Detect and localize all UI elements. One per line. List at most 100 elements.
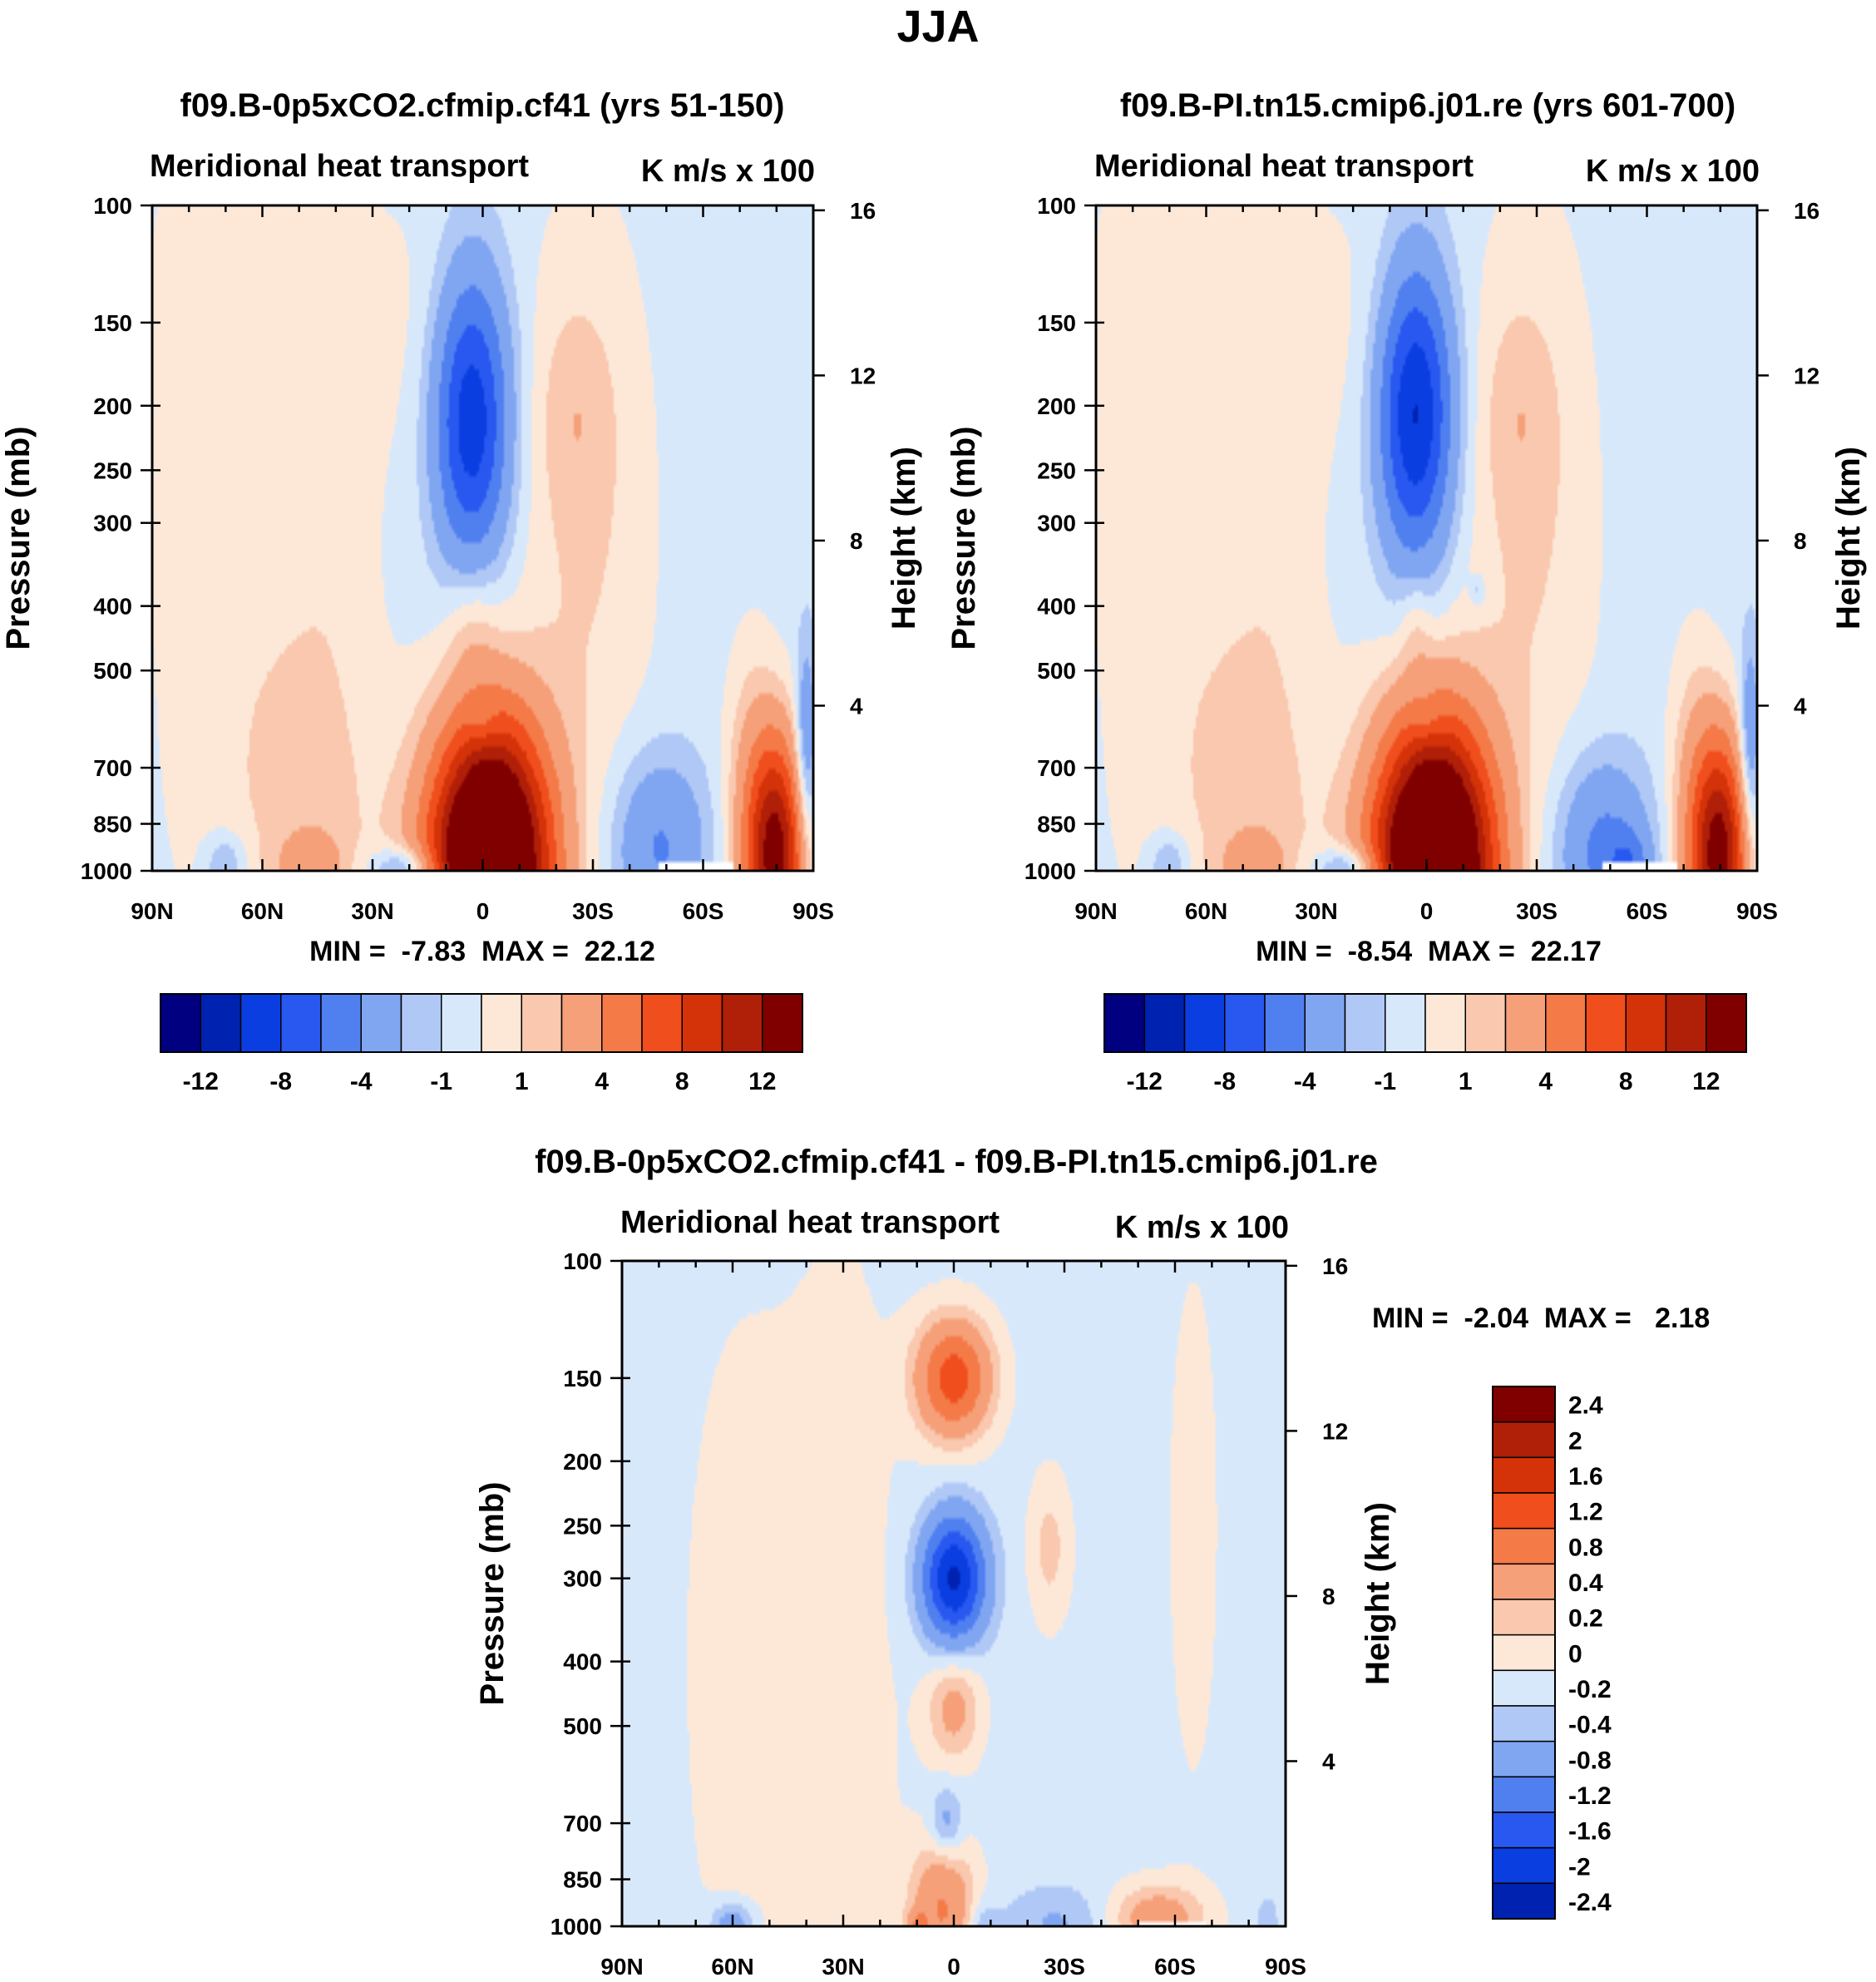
y-axis-right-label: Height (km) <box>1830 447 1867 630</box>
y-tick-label: 200 <box>93 393 132 419</box>
panel-3-min-max: MIN = -2.04 MAX = 2.18 <box>1372 1302 1710 1334</box>
figure-title: JJA <box>896 2 979 52</box>
colorbar-swatch <box>641 993 683 1053</box>
panel-1: f09.B-0p5xCO2.cfmip.cf41 (yrs 51-150) Me… <box>0 87 922 1095</box>
panel-3-colorbar: 2.4 2 1.6 1.2 0.8 0.4 0.2 0 -0.2 -0.4 -0.8 -1.2 -1.6… <box>1492 1386 1612 1920</box>
y-tick-label: 400 <box>563 1649 602 1675</box>
x-tick-label: 60S <box>1627 898 1668 924</box>
y-axis-right-label: Height (km) <box>886 447 922 630</box>
colorbar-swatch <box>481 993 522 1053</box>
colorbar-swatch <box>1585 993 1627 1053</box>
colorbar-swatch <box>1492 1456 1556 1494</box>
height-tick-label: 8 <box>850 528 863 554</box>
y-tick-label: 250 <box>1037 457 1076 483</box>
colorbar-swatch <box>1424 993 1466 1053</box>
colorbar-swatch <box>721 993 763 1053</box>
y-tick-label: 700 <box>563 1811 602 1836</box>
panel-1-units: K m/s x 100 <box>641 154 815 189</box>
panel-3-plot: 90N 60N 30N 0 30S 60S 90S 100 150 200 250 300 400 500… <box>474 1248 1396 1980</box>
colorbar-swatch <box>1492 1634 1556 1672</box>
x-tick-label: 30N <box>1295 898 1337 924</box>
colorbar-label: -0.2 <box>1568 1676 1612 1703</box>
x-tick-label: 60S <box>683 898 724 924</box>
y-tick-label: 700 <box>1037 755 1076 781</box>
y-tick-label: 100 <box>563 1248 602 1274</box>
colorbar-swatch <box>1183 993 1226 1053</box>
y-tick-label: 850 <box>93 812 132 838</box>
y-axis-label: Pressure (mb) <box>945 427 982 650</box>
colorbar-swatch <box>521 993 563 1053</box>
y-tick-label: 500 <box>93 658 132 684</box>
colorbar-label: 1.6 <box>1568 1463 1603 1490</box>
colorbar-swatch <box>1492 1846 1556 1885</box>
colorbar-swatch <box>1492 1669 1556 1707</box>
x-tick-label: 60N <box>241 898 284 924</box>
colorbar-label: -4 <box>350 1068 373 1095</box>
x-tick-label: 30S <box>1044 1954 1085 1980</box>
colorbar-swatch <box>762 993 803 1053</box>
y-tick-label: 850 <box>563 1867 602 1893</box>
contour-field <box>1096 205 1757 871</box>
panel-1-colorbar: -12 -8 -4 -1 1 4 8 12 <box>160 993 803 1095</box>
panel-2-colorbar: -12 -8 -4 -1 1 4 8 12 <box>1103 993 1747 1095</box>
colorbar-swatch <box>1385 993 1426 1053</box>
y-tick-label: 250 <box>563 1513 602 1539</box>
colorbar-swatch <box>1492 1563 1556 1600</box>
height-tick-label: 4 <box>850 693 863 719</box>
colorbar-swatch <box>1304 993 1346 1053</box>
colorbar-label: 0.8 <box>1568 1534 1603 1561</box>
colorbar-label: -0.8 <box>1568 1747 1612 1774</box>
colorbar-label: 1 <box>515 1068 529 1095</box>
colorbar-label: 2.4 <box>1568 1392 1603 1420</box>
colorbar-label: -8 <box>269 1068 292 1095</box>
x-tick-label: 30S <box>1516 898 1558 924</box>
colorbar-label: 0.2 <box>1568 1605 1603 1633</box>
x-tick-label: 60N <box>1185 898 1227 924</box>
y-tick-label: 400 <box>93 594 132 620</box>
colorbar-label: -12 <box>183 1068 219 1095</box>
colorbar-label: 12 <box>748 1068 776 1095</box>
height-tick-label: 12 <box>850 363 876 388</box>
x-tick-label: 0 <box>947 1954 960 1980</box>
y-tick-label: 100 <box>1037 193 1076 219</box>
x-tick-label: 60S <box>1154 1954 1196 1980</box>
panel-3-subtitle: Meridional heat transport <box>620 1205 1000 1240</box>
y-tick-label: 850 <box>1037 812 1076 838</box>
x-tick-label: 30S <box>572 898 614 924</box>
y-tick-label: 150 <box>93 310 132 336</box>
colorbar-swatch <box>1492 1527 1556 1565</box>
colorbar-swatch <box>1224 993 1266 1053</box>
colorbar-swatch <box>681 993 723 1053</box>
colorbar-swatch <box>200 993 242 1053</box>
colorbar-label: 1.2 <box>1568 1499 1603 1526</box>
colorbar-frame <box>160 993 803 1053</box>
colorbar-label: -2.4 <box>1568 1889 1612 1916</box>
colorbar-label: 8 <box>675 1068 689 1095</box>
colorbar-swatch <box>1344 993 1386 1053</box>
contour-field <box>152 205 813 871</box>
colorbar-swatch <box>1492 1776 1556 1813</box>
x-tick-label: 90S <box>792 898 834 924</box>
colorbar-label: 12 <box>1692 1068 1720 1095</box>
panel-2-units: K m/s x 100 <box>1586 154 1760 189</box>
panel-3-title: f09.B-0p5xCO2.cfmip.cf41 - f09.B-PI.tn15… <box>535 1144 1378 1180</box>
y-tick-label: 200 <box>1037 393 1076 419</box>
panel-3: f09.B-0p5xCO2.cfmip.cf41 - f09.B-PI.tn15… <box>474 1144 1710 1980</box>
panel-3-units: K m/s x 100 <box>1115 1210 1289 1245</box>
height-tick-label: 8 <box>1794 528 1807 554</box>
colorbar-swatch <box>360 993 402 1053</box>
height-tick-label: 12 <box>1794 363 1819 388</box>
colorbar-swatch <box>601 993 643 1053</box>
x-tick-label: 90N <box>600 1954 643 1980</box>
panel-1-title: f09.B-0p5xCO2.cfmip.cf41 (yrs 51-150) <box>180 87 785 124</box>
colorbar-frame <box>1492 1386 1556 1920</box>
x-tick-label: 90S <box>1736 898 1778 924</box>
height-tick-label: 4 <box>1794 693 1807 719</box>
colorbar-swatch <box>1103 993 1145 1053</box>
x-tick-label: 90S <box>1265 1954 1306 1980</box>
colorbar-swatch <box>1492 1705 1556 1742</box>
x-tick-label: 30N <box>822 1954 864 1980</box>
height-tick-label: 16 <box>1322 1253 1348 1279</box>
y-tick-label: 300 <box>93 511 132 536</box>
